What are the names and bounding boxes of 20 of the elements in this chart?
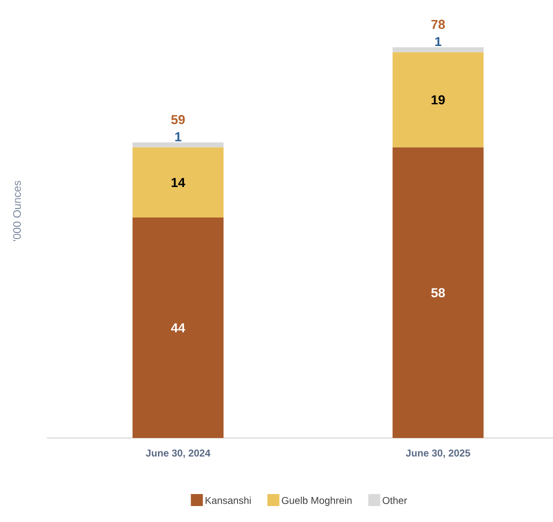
total-label: 78 bbox=[431, 20, 445, 29]
bar bbox=[392, 47, 484, 52]
x-tick-label: June 30, 2024 bbox=[146, 450, 210, 458]
data-label: 44 bbox=[171, 323, 186, 332]
bar bbox=[132, 147, 224, 218]
bar bbox=[392, 52, 484, 148]
total-label: 59 bbox=[171, 114, 185, 124]
data-label: 1 bbox=[435, 37, 442, 46]
legend-label: Guelb Moghrein bbox=[282, 496, 352, 506]
bar bbox=[392, 147, 484, 438]
bar bbox=[132, 218, 224, 438]
x-tick-label: June 30, 2025 bbox=[406, 450, 470, 458]
legend-label: Other bbox=[382, 496, 407, 504]
data-label: 1 bbox=[175, 132, 182, 142]
data-label: 58 bbox=[431, 288, 445, 298]
y-axis-title: '000 Ounces bbox=[13, 180, 21, 242]
data-label: 19 bbox=[432, 95, 445, 104]
bar bbox=[132, 142, 224, 148]
legend-label: Kansanshi bbox=[206, 496, 251, 504]
data-label: 14 bbox=[172, 178, 186, 187]
